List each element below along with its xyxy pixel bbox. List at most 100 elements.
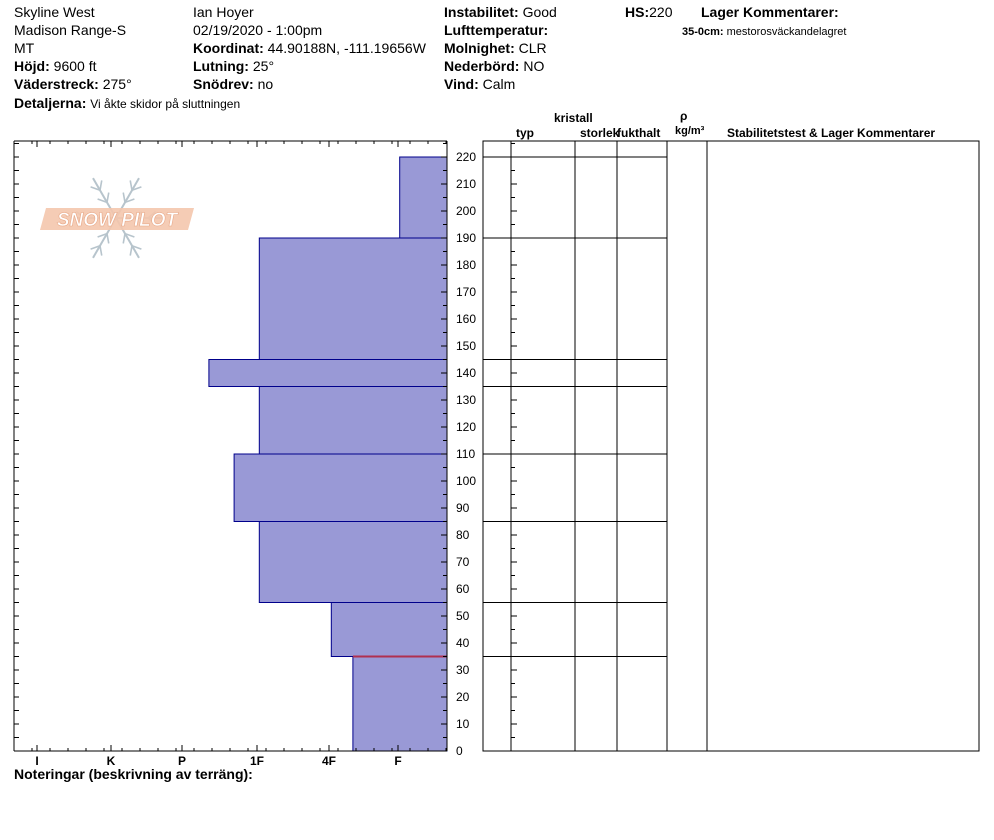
details-value: Vi åkte skidor på sluttningen [90,97,241,111]
depth-tick-label: 220 [456,150,476,164]
layer-comment-depth: 35-0cm: [682,26,724,38]
precipitation: Nederbörd: NO [444,58,544,74]
depth-tick-label: 190 [456,231,476,245]
depth-tick-label: 150 [456,339,476,353]
drift-value: no [257,76,274,92]
hardness-bar [352,656,448,752]
hardness-bar [233,453,448,522]
hardness-tick-label: I [35,754,38,768]
precip-value: NO [523,58,545,74]
depth-tick-label: 90 [456,501,470,515]
slope-label: Lutning: [193,58,249,74]
snowflake-branch [129,245,133,256]
snowflake-branch [124,232,135,238]
snowflake-branch [106,233,110,244]
header-stability: Stabilitetstest & Lager Kommentarer [727,126,936,140]
hardness-bar [258,237,448,360]
depth-tick-label: 60 [456,582,470,596]
hardness-tick-label: 1F [250,754,264,768]
layer-comment: 35-0cm: mestorosväckandelagret [682,24,846,40]
depth-tick-label: 30 [456,663,470,677]
header-size: storlek [580,126,620,140]
depth-tick-label: 210 [456,177,476,191]
slope-value: 25° [252,58,275,74]
airtemp-label: Lufttemperatur: [444,22,549,38]
header-crystal: kristall [554,111,593,125]
snowflake-branch [122,192,126,203]
instability-value: Good [522,4,557,20]
snowflake-branch [131,244,142,250]
depth-tick-label: 110 [456,447,475,461]
snowflake-branch [90,244,101,250]
logo-banner [40,208,194,230]
depth-tick-label: 160 [456,312,476,326]
coord-label: Koordinat: [193,40,264,56]
snowflake-branch [131,186,142,192]
wind-label: Vind: [444,76,479,92]
depth-tick-label: 50 [456,609,470,623]
hardness-tick-label: K [107,754,116,768]
depth-tick-label: 140 [456,366,476,380]
details-label: Detaljerna: [14,95,87,111]
depth-tick-label: 70 [456,555,470,569]
hardness-bar [258,521,448,603]
header-type: typ [516,126,534,140]
depth-tick-label: 20 [456,690,470,704]
notes-label: Noteringar (beskrivning av terräng): [14,766,253,782]
depth-tick-label: 0 [456,744,463,758]
sky-value: CLR [518,40,547,56]
layer-comments-label: Lager Kommentarer: [701,4,839,20]
hardness-tick-label: F [394,754,401,768]
header-rho: ρ [680,109,688,123]
hardness-bar [330,602,448,657]
air-temperature: Lufttemperatur: [444,22,548,38]
header-moisture: fukthalt [617,126,661,140]
instability-label: Instabilitet: [444,4,519,20]
aspect-label: Väderstreck: [14,76,99,92]
sky-label: Molnighet: [444,40,515,56]
hardness-bar [208,359,448,387]
elevation-label: Höjd: [14,58,50,74]
coord-value: 44.90188N, -111.19656W [267,40,426,56]
observer-name: Ian Hoyer [193,4,254,20]
site-name: Skyline West [14,4,95,20]
layer-comment-text: mestorosväckandelagret [726,26,847,38]
drift: Snödrev: no [193,76,273,92]
sky-cover: Molnighet: CLR [444,40,547,56]
wind: Vind: Calm [444,76,515,92]
instability: Instabilitet: Good [444,4,557,20]
snowflake-branch [99,245,103,256]
depth-tick-label: 200 [456,204,476,218]
elevation: Höjd: 9600 ft [14,58,96,74]
layer-table-frame [482,140,980,752]
aspect-value: 275° [102,76,132,92]
depth-tick-label: 100 [456,474,476,488]
hardness-tick-label: 4F [322,754,336,768]
hardness-bar [399,156,448,239]
depth-tick-label: 130 [456,393,476,407]
depth-tick-label: 180 [456,258,476,272]
site-range: Madison Range-S [14,22,127,38]
depth-tick-label: 40 [456,636,470,650]
snowflake-branch [106,192,110,203]
depth-tick-label: 120 [456,420,476,434]
hs-label: HS: [625,4,650,20]
snowflake-branch [122,233,126,244]
snow-height: HS:220 [625,4,672,20]
precip-label: Nederbörd: [444,58,520,74]
coordinates: Koordinat: 44.90188N, -111.19656W [193,40,426,56]
hardness-tick-label: P [178,754,186,768]
slope: Lutning: 25° [193,58,274,74]
wind-value: Calm [482,76,516,92]
aspect: Väderstreck: 275° [14,76,132,92]
snowflake-branch [99,180,103,191]
observation-datetime: 02/19/2020 - 1:00pm [193,22,323,38]
snowflake-branch [97,198,108,204]
snowflake-branch [97,232,108,238]
hardness-bar [258,386,448,455]
elevation-value: 9600 ft [53,58,97,74]
snowflake-branch [90,186,101,192]
snowflake-branch [129,180,133,191]
depth-tick-label: 170 [456,285,476,299]
